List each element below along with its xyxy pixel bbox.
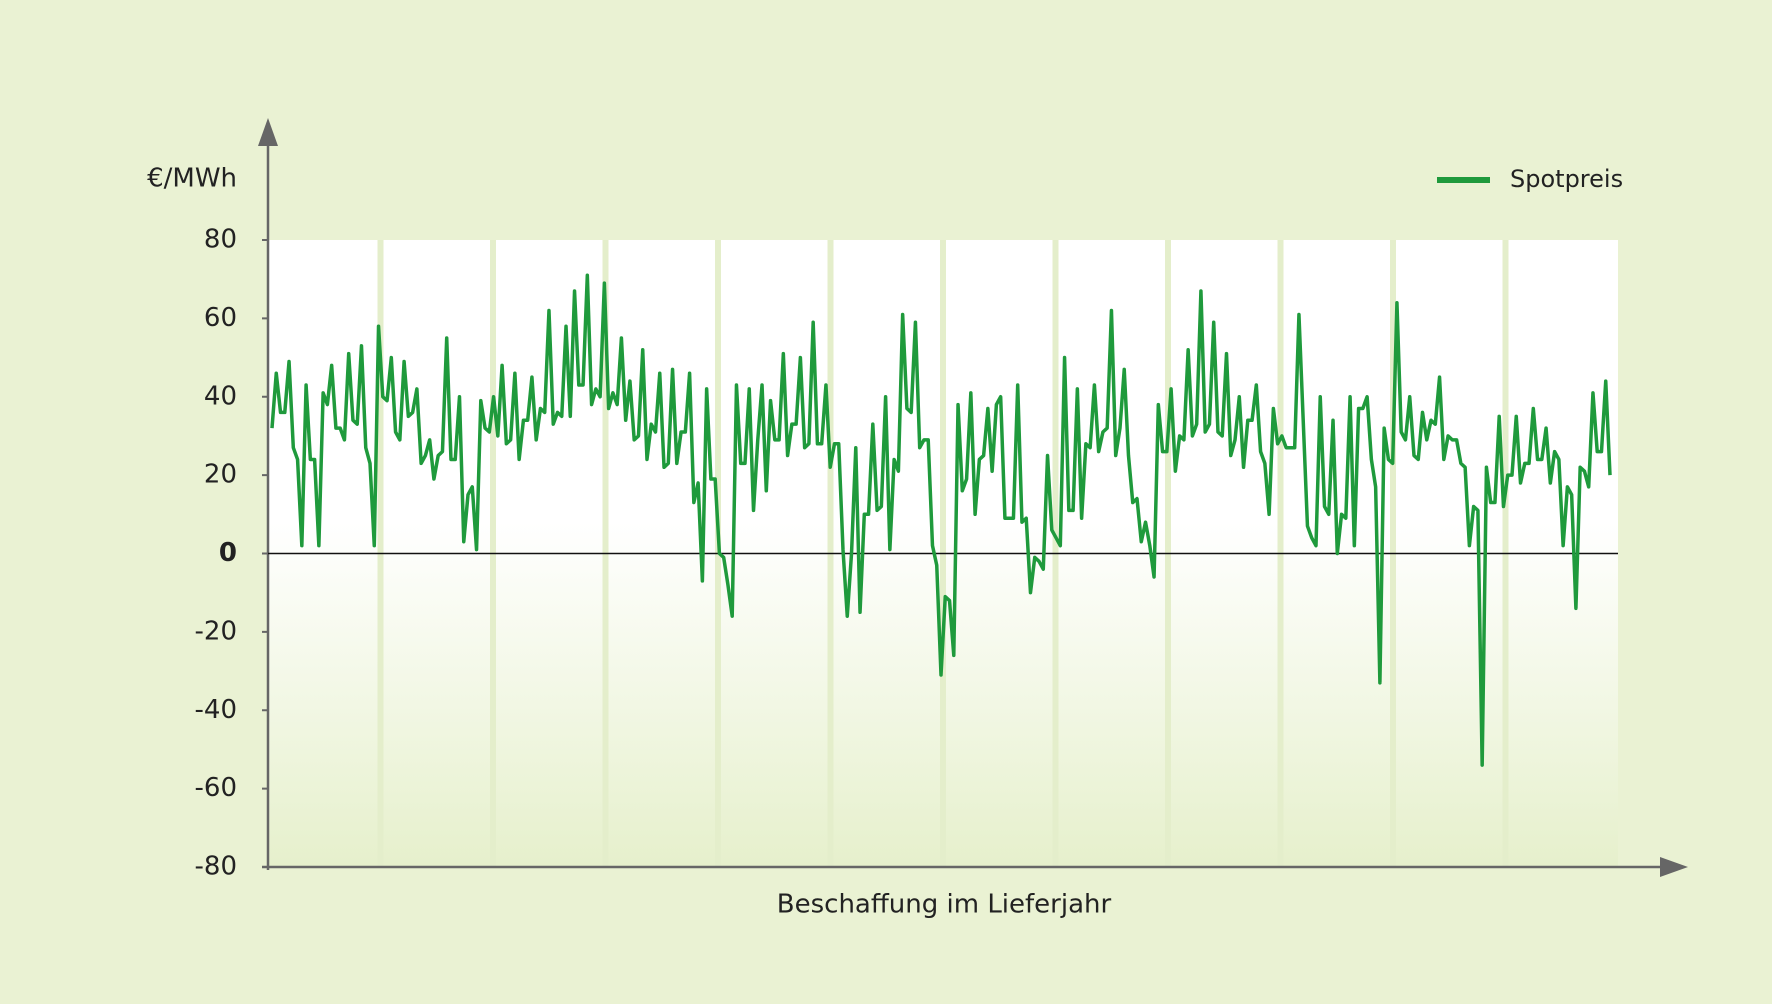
y-tick-label: -80 (195, 852, 237, 882)
x-axis-arrow (1660, 857, 1688, 877)
y-tick-label: -60 (195, 773, 237, 803)
y-axis-arrow (258, 118, 278, 146)
y-axis-label: €/MWh (147, 164, 237, 194)
legend-text: Spotpreis (1510, 165, 1623, 193)
spot-price-line (270, 273, 1612, 767)
y-tick-label: -40 (195, 695, 237, 725)
y-tick-label: 0 (219, 538, 237, 568)
y-tick-label: 60 (204, 303, 237, 333)
y-tick-label: 80 (204, 225, 237, 255)
y-tick-label: 40 (204, 381, 237, 411)
x-axis-label: Beschaffung im Lieferjahr (777, 890, 1112, 920)
y-tick-label: 20 (204, 460, 237, 490)
y-tick-label: -20 (195, 616, 237, 646)
